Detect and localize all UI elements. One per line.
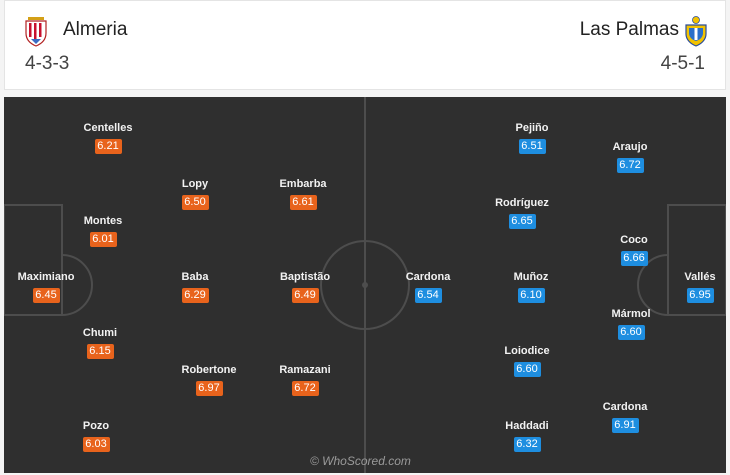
player-rating: 6.95: [686, 288, 714, 303]
player-away[interactable]: Rodríguez 6.65: [482, 196, 562, 229]
player-rating: 6.45: [32, 288, 60, 303]
player-name: Montes: [83, 215, 123, 227]
player-rating: 6.49: [291, 288, 319, 303]
player-away[interactable]: Cardona 6.54: [388, 270, 468, 303]
player-name: Lopy: [181, 178, 209, 190]
player-name: Embarba: [279, 178, 327, 190]
player-name: Vallés: [684, 271, 716, 283]
player-away[interactable]: Pejiño 6.51: [492, 121, 572, 154]
pitch: Centelles 6.21 Montes 6.01 Maximiano 6.4…: [4, 97, 726, 473]
player-away[interactable]: Haddadi 6.32: [487, 419, 567, 452]
player-away[interactable]: Muñoz 6.10: [491, 270, 571, 303]
player-away[interactable]: Coco 6.66: [594, 233, 674, 266]
player-home[interactable]: Pozo 6.03: [56, 419, 136, 452]
player-rating: 6.50: [181, 195, 209, 210]
player-name: Cardona: [602, 401, 648, 413]
player-rating: 6.01: [89, 232, 117, 247]
player-rating: 6.54: [414, 288, 442, 303]
player-name: Loiodice: [504, 345, 550, 357]
player-away[interactable]: Araujo 6.72: [590, 140, 670, 173]
player-home[interactable]: Centelles 6.21: [68, 121, 148, 154]
home-formation: 4-3-3: [25, 53, 70, 74]
player-away[interactable]: Vallés 6.95: [660, 270, 726, 303]
player-away[interactable]: Loiodice 6.60: [487, 344, 567, 377]
player-rating: 6.03: [82, 437, 110, 452]
player-name: Ramazani: [279, 364, 331, 376]
player-home[interactable]: Lopy 6.50: [155, 177, 235, 210]
player-name: Haddadi: [505, 420, 549, 432]
player-home[interactable]: Chumi 6.15: [60, 326, 140, 359]
player-name: Pozo: [82, 420, 110, 432]
player-home[interactable]: Baptistão 6.49: [265, 270, 345, 303]
player-rating: 6.72: [616, 158, 644, 173]
player-name: Araujo: [612, 141, 648, 153]
match-header: Almeria 4-3-3 Las Palmas 4-5-1: [4, 0, 726, 90]
player-name: Chumi: [82, 327, 118, 339]
player-rating: 6.65: [508, 214, 536, 229]
player-rating: 6.21: [94, 139, 122, 154]
player-rating: 6.97: [195, 381, 223, 396]
whoscored-watermark: © WhoScored.com: [310, 454, 411, 468]
player-name: Muñoz: [513, 271, 549, 283]
player-rating: 6.72: [291, 381, 319, 396]
player-rating: 6.15: [86, 344, 114, 359]
player-name: Robertone: [181, 364, 237, 376]
almeria-crest-icon: [25, 17, 47, 47]
home-team-name[interactable]: Almeria: [63, 19, 128, 40]
player-home[interactable]: Ramazani 6.72: [265, 363, 345, 396]
player-rating: 6.60: [513, 362, 541, 377]
player-rating: 6.60: [617, 325, 645, 340]
player-away[interactable]: Cardona 6.91: [585, 400, 665, 433]
pitch-markings: [4, 97, 726, 473]
player-rating: 6.10: [517, 288, 545, 303]
player-name: Coco: [620, 234, 648, 246]
away-formation: 4-5-1: [660, 53, 705, 74]
player-rating: 6.61: [289, 195, 317, 210]
player-name: Pejiño: [515, 122, 549, 134]
player-name: Mármol: [611, 308, 651, 320]
player-home[interactable]: Baba 6.29: [155, 270, 235, 303]
player-rating: 6.91: [611, 418, 639, 433]
player-name: Baba: [181, 271, 209, 283]
player-away[interactable]: Mármol 6.60: [591, 307, 671, 340]
player-rating: 6.51: [518, 139, 546, 154]
player-name: Maximiano: [17, 271, 75, 283]
player-home[interactable]: Montes 6.01: [63, 214, 143, 247]
player-rating: 6.32: [513, 437, 541, 452]
player-name: Baptistão: [279, 271, 331, 283]
player-home[interactable]: Maximiano 6.45: [6, 270, 86, 303]
player-home[interactable]: Robertone 6.97: [169, 363, 249, 396]
las-palmas-crest-icon: [685, 16, 707, 47]
player-home[interactable]: Embarba 6.61: [263, 177, 343, 210]
player-name: Centelles: [83, 122, 133, 134]
player-name: Cardona: [405, 271, 451, 283]
player-rating: 6.29: [181, 288, 209, 303]
away-team-name[interactable]: Las Palmas: [579, 19, 679, 40]
player-name: Rodríguez: [495, 197, 549, 209]
player-rating: 6.66: [620, 251, 648, 266]
